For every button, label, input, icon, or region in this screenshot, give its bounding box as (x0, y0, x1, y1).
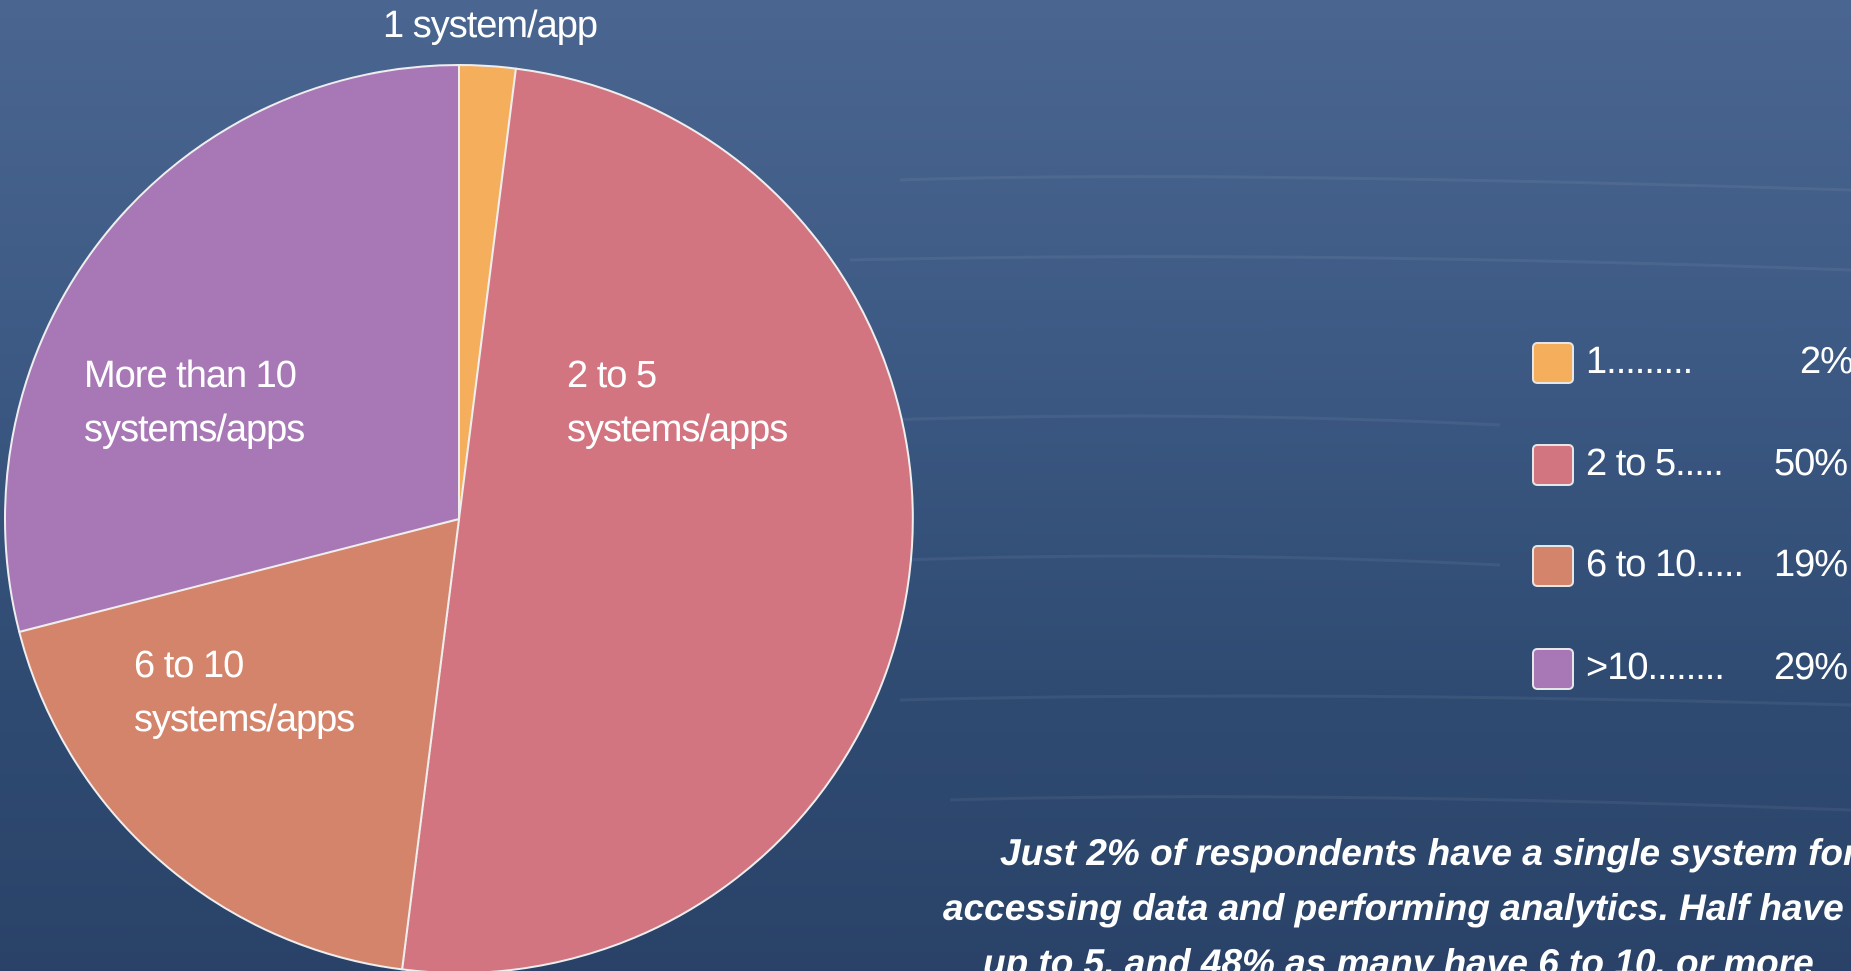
annotation: accessing data and performing analytics.… (943, 887, 1844, 928)
legend-swatch (1532, 648, 1574, 690)
pie-slice (400, 67, 914, 971)
legend-swatch (1532, 545, 1574, 587)
legend-label: 2 to 5..... (1586, 442, 1724, 484)
legend-swatch (1532, 342, 1574, 384)
legend-label: 1......... (1586, 340, 1693, 382)
legend-value: 29% (1774, 646, 1848, 688)
slice-label: 2 to 5 systems/apps (567, 354, 788, 450)
annotation: up to 5, and 48% as many have 6 to 10, o… (983, 942, 1814, 971)
slice-label: 1 system/app (383, 4, 598, 46)
legend-value: 50% (1774, 442, 1848, 484)
annotation: Just 2% of respondents have a single sys… (1000, 832, 1851, 873)
legend-value: 19% (1774, 543, 1848, 585)
slice-label: 6 to 10 systems/apps (134, 644, 355, 740)
legend-item: 1......... 2% (1532, 340, 1851, 388)
pie-slice (4, 63, 460, 634)
legend-swatch (1532, 444, 1574, 486)
slice-label: More than 10 systems/apps (84, 354, 305, 450)
legend-item: 6 to 10..... 19% (1532, 543, 1851, 591)
legend-item: 2 to 5..... 50% (1532, 442, 1851, 490)
pie-slice (18, 517, 461, 971)
legend-item: >10........ 29% (1532, 646, 1851, 694)
legend-value: 2% (1800, 340, 1851, 382)
legend-label: 6 to 10..... (1586, 543, 1744, 585)
legend-label: >10........ (1586, 646, 1725, 688)
